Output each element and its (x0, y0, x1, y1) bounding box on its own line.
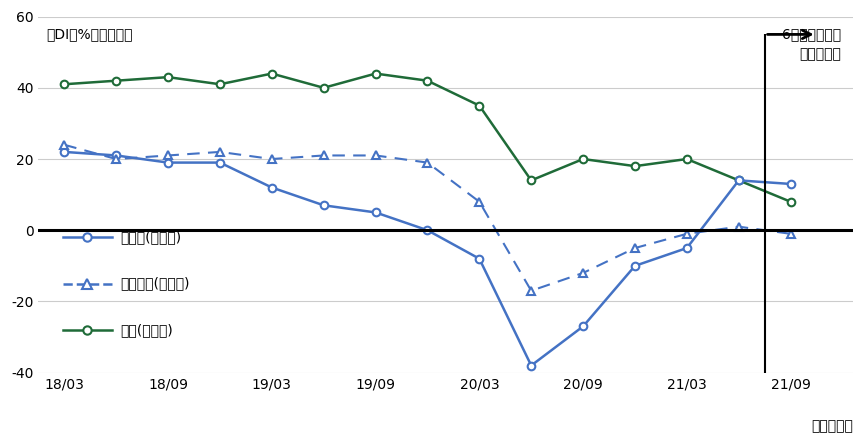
Text: 製造業(大企業): 製造業(大企業) (120, 230, 181, 244)
Text: 建設(大企業): 建設(大企業) (120, 323, 173, 337)
Text: （四半期）: （四半期） (811, 419, 853, 433)
Text: 非製造業(大企業): 非製造業(大企業) (120, 277, 189, 291)
Text: （DI、%ポイント）: （DI、%ポイント） (47, 27, 133, 41)
Text: 6月調査による
先行き判断: 6月調査による 先行き判断 (782, 27, 841, 61)
